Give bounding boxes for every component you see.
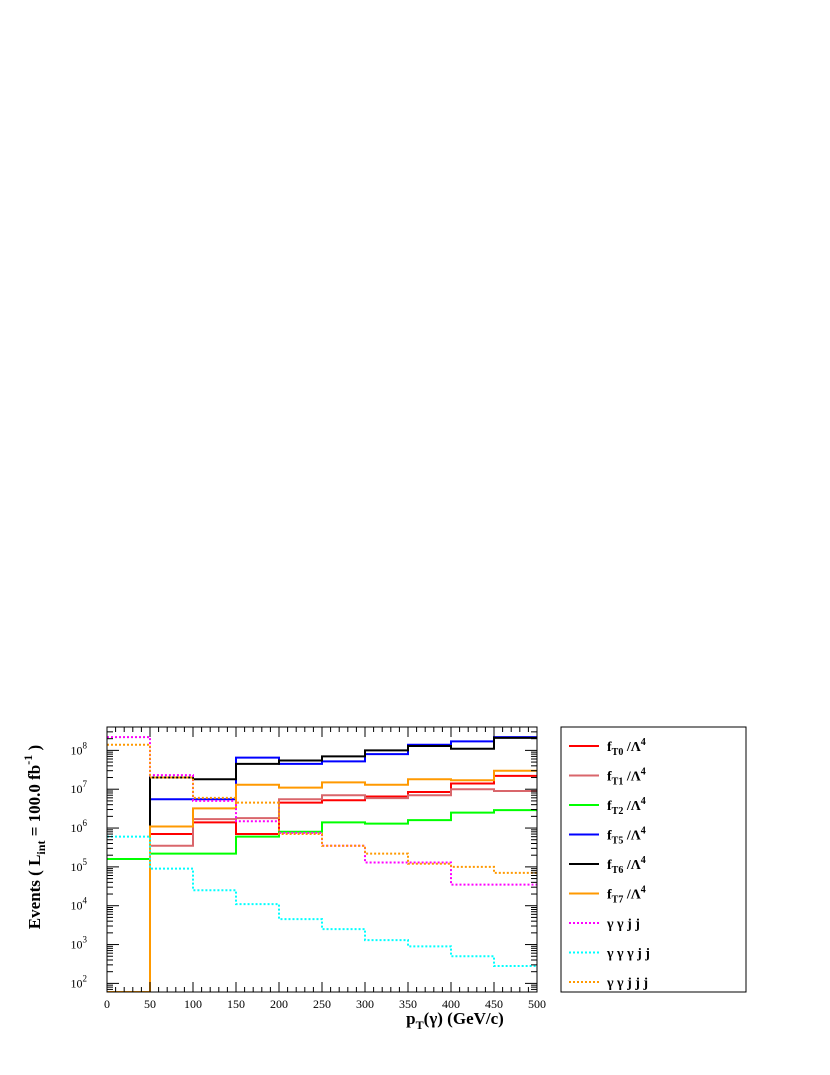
legend: fT0 /Λ4 fT1 /Λ4 fT2 /Λ4 fT5 /Λ4 fT6 /Λ4 fT7 /… — [560, 726, 747, 993]
legend-label-5: fT7 /Λ4 — [607, 885, 646, 906]
x-tick-label-10: 500 — [528, 997, 546, 1011]
legend-label-0: fT0 /Λ4 — [607, 737, 646, 758]
series-line-3 — [107, 736, 537, 992]
series-line-8 — [107, 743, 537, 874]
series-line-1 — [107, 788, 537, 992]
y-tick-label-1: 103 — [71, 935, 88, 952]
y-tick-label-2: 104 — [71, 896, 88, 913]
y-tick-label-6: 108 — [71, 740, 88, 757]
legend-label-1: fT1 /Λ4 — [607, 767, 646, 788]
x-tick-label-1: 50 — [144, 997, 156, 1011]
legend-label-7: γ γ γ j j — [606, 947, 650, 962]
plot-frame — [106, 726, 538, 993]
y-tick-label-4: 106 — [71, 818, 88, 835]
series-line-5 — [107, 769, 537, 992]
legend-label-2: fT2 /Λ4 — [607, 796, 646, 817]
series-line-2 — [107, 809, 537, 860]
legend-label-4: fT6 /Λ4 — [607, 855, 646, 876]
legend-label-3: fT5 /Λ4 — [607, 826, 646, 847]
legend-label-6: γ γ j j — [606, 917, 640, 932]
x-tick-label-5: 250 — [313, 997, 331, 1011]
x-tick-label-0: 0 — [104, 997, 110, 1011]
y-tick-label-0: 102 — [71, 973, 88, 990]
legend-box — [560, 726, 747, 993]
x-tick-label-3: 150 — [227, 997, 245, 1011]
x-tick-label-7: 350 — [399, 997, 417, 1011]
series-layer — [107, 736, 537, 992]
series-line-7 — [107, 835, 537, 968]
x-tick-label-6: 300 — [356, 997, 374, 1011]
series-line-4 — [107, 736, 537, 992]
axes: 0 50 100 150 200 250 300 350 400 450 500 102 103 104 1… — [71, 726, 546, 1011]
y-axis-title: Events ( Lint = 100.0 fb-1 ) — [21, 745, 48, 929]
legend-label-8: γ γ j j j — [606, 976, 648, 991]
x-tick-label-9: 450 — [485, 997, 503, 1011]
x-tick-label-8: 400 — [442, 997, 460, 1011]
x-tick-label-2: 100 — [184, 997, 202, 1011]
x-tick-label-4: 200 — [270, 997, 288, 1011]
y-tick-label-5: 107 — [71, 779, 88, 796]
x-axis-title: pT(γ) (GeV/c) — [406, 1009, 504, 1032]
y-tick-label-3: 105 — [71, 857, 88, 874]
